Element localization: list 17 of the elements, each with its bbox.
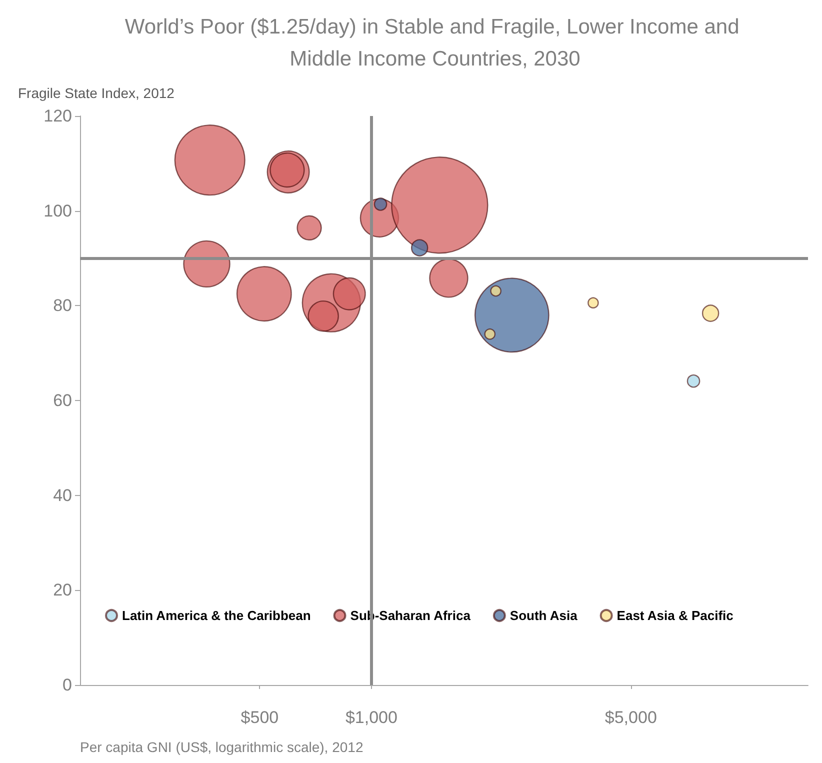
y-tick-label: 0: [62, 676, 72, 694]
y-tick-label: 40: [53, 486, 72, 505]
y-tick-label: 120: [44, 106, 72, 126]
legend-label: East Asia & Pacific: [616, 608, 734, 623]
x-tick-label: $5,000: [604, 708, 657, 727]
x-tick-label: $1,000: [345, 708, 398, 727]
y-tick-label: 60: [53, 391, 72, 410]
legend-label: Latin America & the Caribbean: [122, 608, 311, 623]
y-tick-label: 20: [53, 580, 72, 600]
y-tick-label: 100: [44, 201, 72, 220]
chart-title: World’s Poor ($1.25/day) in Stable and Fragile, Lower Income and Middle Income Countries, 2030: [124, 16, 746, 70]
y-tick-label: 80: [53, 296, 72, 316]
x-tick-label: $500: [240, 708, 279, 727]
legend-label: Sub-Saharan Africa: [350, 608, 472, 623]
x-axis-title: Per capita GNI (US$, logarithmic scale), 2012: [80, 739, 364, 755]
legend-label: South Asia: [510, 608, 578, 623]
y-axis-title: Fragile State Index, 2012: [18, 85, 175, 101]
